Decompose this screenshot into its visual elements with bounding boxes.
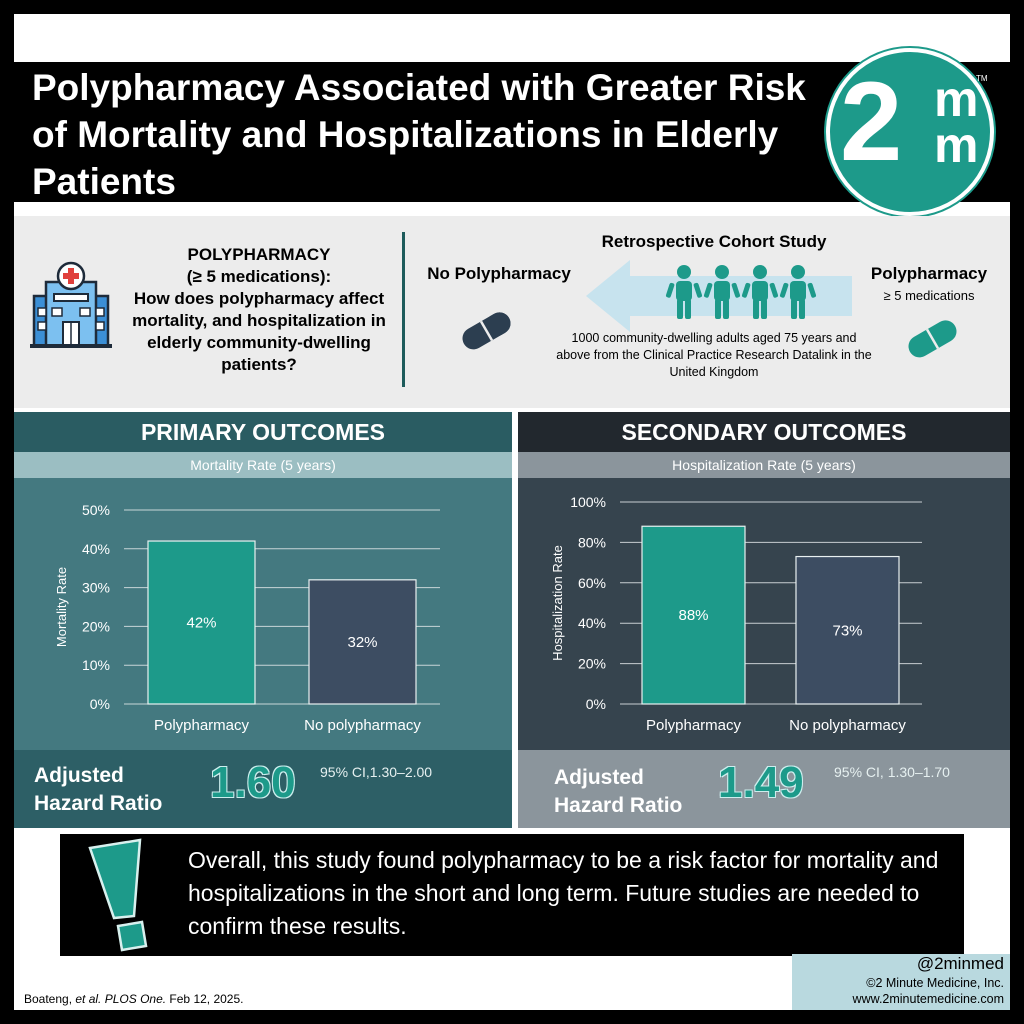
primary-hazard-ratio: Adjusted Hazard Ratio 1.60 95% CI,1.30–2… (14, 750, 512, 828)
hazard-ratio-label: Adjusted Hazard Ratio (554, 764, 682, 820)
x-category-label: No polypharmacy (789, 717, 906, 734)
hazard-ratio-label-line1: Adjusted (554, 766, 644, 789)
y-tick-label: 30% (82, 580, 110, 596)
x-category-label: Polypharmacy (646, 717, 742, 734)
exclamation-icon (88, 838, 148, 952)
pill-icon (908, 320, 957, 358)
study-question: POLYPHARMACY (≥ 5 medications): How does… (114, 244, 404, 376)
hospital-icon (30, 261, 112, 348)
cohort-title: Retrospective Cohort Study (601, 232, 827, 251)
x-category-label: Polypharmacy (154, 717, 250, 734)
logo-digit: 2 (840, 59, 903, 184)
website-url: www.2minutemedicine.com (852, 992, 1004, 1006)
page-title: Polypharmacy Associated with Greater Ris… (32, 67, 806, 202)
bar-value-label: 42% (186, 615, 216, 632)
hazard-ratio-value: 1.60 (210, 758, 296, 807)
infographic: Polypharmacy Associated with Greater Ris… (14, 14, 1010, 1010)
logo-letter-bottom: m (934, 117, 979, 173)
conclusion-panel: Overall, this study found polypharmacy t… (60, 834, 964, 956)
citation: Boateng, et al. PLOS One. Feb 12, 2025. (24, 992, 243, 1006)
y-tick-label: 80% (578, 534, 606, 550)
y-tick-label: 0% (586, 696, 606, 712)
bar-value-label: 32% (347, 634, 377, 651)
bar-value-label: 88% (678, 607, 708, 624)
y-tick-label: 50% (82, 502, 110, 518)
y-tick-label: 0% (90, 696, 110, 712)
bar-value-label: 73% (832, 622, 862, 639)
y-tick-label: 40% (82, 541, 110, 557)
citation-authors: Boateng, (24, 992, 76, 1006)
y-axis-label: Mortality Rate (54, 567, 69, 647)
cohort-description: 1000 community-dwelling adults aged 75 y… (556, 331, 872, 379)
hazard-ratio-label-line2: Hazard Ratio (554, 794, 683, 817)
x-category-label: No polypharmacy (304, 717, 421, 734)
question-body: How does polypharmacy affect mortality, … (132, 289, 386, 374)
bar (308, 579, 417, 705)
divider (402, 232, 405, 387)
y-tick-label: 40% (578, 615, 606, 631)
cohort-arrow-icon (586, 260, 852, 332)
polypharmacy-sublabel: ≥ 5 medications (883, 288, 975, 303)
citation-date: Feb 12, 2025. (166, 992, 244, 1006)
secondary-hazard-ratio: Adjusted Hazard Ratio 1.49 95% CI, 1.30–… (518, 750, 1010, 828)
conclusion-text: Overall, this study found polypharmacy t… (188, 847, 939, 939)
logo-letter-top: m (934, 71, 979, 127)
citation-journal: et al. PLOS One. (75, 992, 167, 1006)
bar (795, 555, 900, 705)
hazard-ratio-label-line1: Adjusted (34, 764, 124, 787)
mortality-chart-area: 0% 10% 20% 30% 40% 50% Mortality Rate 42% Polyph… (14, 478, 512, 750)
hazard-ratio-label: Adjusted Hazard Ratio (34, 762, 162, 818)
secondary-outcomes-heading: SECONDARY OUTCOMES (518, 412, 1010, 452)
mortality-chart: 0% 10% 20% 30% 40% 50% Mortality Rate 42% Polyph… (54, 502, 440, 734)
confidence-interval: 95% CI,1.30–2.00 (320, 764, 433, 780)
bar (641, 525, 746, 705)
pill-icon (462, 312, 511, 350)
primary-outcomes-panel: PRIMARY OUTCOMES Mortality Rate (5 years… (14, 412, 512, 828)
y-tick-label: 60% (578, 575, 606, 591)
secondary-outcomes-panel: SECONDARY OUTCOMES Hospitalization Rate … (518, 412, 1010, 828)
no-polypharmacy-label: No Polypharmacy (427, 264, 571, 283)
hazard-ratio-label-line2: Hazard Ratio (34, 792, 163, 815)
hospitalization-chart: 0% 20% 40% 60% 80% 100% Hospitalization Rate 88… (550, 494, 922, 734)
secondary-outcomes-subheading: Hospitalization Rate (5 years) (518, 452, 1010, 478)
question-heading: POLYPHARMACY (187, 245, 331, 264)
question-subheading: (≥ 5 medications): (186, 267, 332, 286)
hazard-ratio-value: 1.49 (718, 758, 804, 807)
y-tick-label: 100% (570, 494, 606, 510)
y-tick-label: 10% (82, 657, 110, 673)
primary-outcomes-subheading: Mortality Rate (5 years) (14, 452, 512, 478)
y-tick-label: 20% (82, 618, 110, 634)
polypharmacy-label: Polypharmacy (870, 264, 988, 283)
study-panel: POLYPHARMACY (≥ 5 medications): How does… (14, 216, 1010, 408)
bar (147, 540, 256, 705)
logo-trademark: TM (976, 74, 988, 83)
primary-outcomes-heading: PRIMARY OUTCOMES (14, 412, 512, 452)
y-axis-label: Hospitalization Rate (550, 545, 565, 661)
copyright: ©2 Minute Medicine, Inc. (866, 976, 1004, 990)
social-handle: @2minmed (916, 954, 1004, 973)
y-tick-label: 20% (578, 656, 606, 672)
confidence-interval: 95% CI, 1.30–1.70 (834, 764, 950, 780)
credit-box: @2minmed ©2 Minute Medicine, Inc. www.2m… (792, 954, 1010, 1010)
hospitalization-chart-area: 0% 20% 40% 60% 80% 100% Hospitalization Rate 88… (518, 478, 1010, 750)
brand-logo: 2 m m TM (826, 48, 994, 216)
